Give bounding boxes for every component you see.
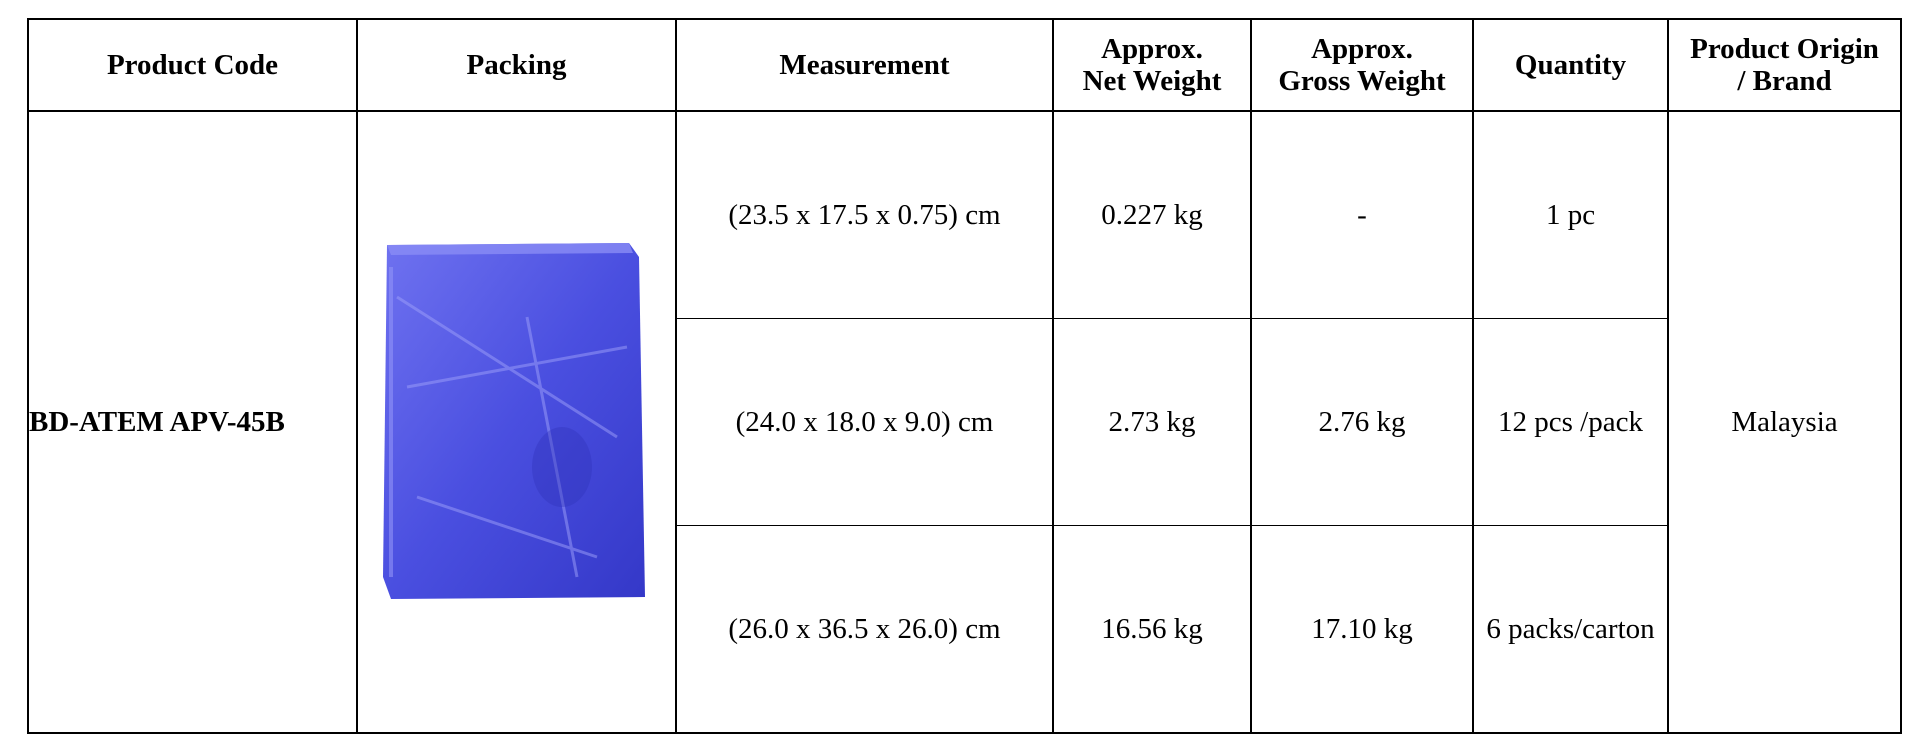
row: (24.0 x 18.0 x 9.0) cm 2.73 kg 2.76 kg 1…: [28, 318, 1901, 526]
cell: 0.227 kg: [1052, 110, 1252, 319]
cell: 17.10 kg: [1250, 525, 1474, 734]
cell: 16.56 kg: [1052, 525, 1252, 734]
header-cell: Packing: [356, 18, 677, 112]
product-table: Product Code Packing Measurement Approx.…: [27, 18, 1902, 734]
header-row: Product Code Packing Measurement Approx.…: [27, 18, 1902, 112]
packing-image: [382, 243, 645, 599]
packing-image-cell: [356, 110, 677, 734]
header-cell: Approx. Net Weight: [1052, 18, 1252, 112]
product-code: BD-ATEM APV-45B: [27, 110, 358, 734]
row: (26.0 x 36.5 x 26.0) cm 16.56 kg 17.10 k…: [28, 525, 1901, 734]
cell: 1 pc: [1472, 110, 1669, 319]
header-cell: Approx. Gross Weight: [1250, 18, 1474, 112]
header-cell: Product Origin / Brand: [1667, 18, 1902, 112]
cell: -: [1250, 110, 1474, 319]
origin: Malaysia: [1667, 110, 1902, 734]
cell: 6 packs/carton: [1472, 525, 1669, 734]
cell: (26.0 x 36.5 x 26.0) cm: [675, 525, 1054, 734]
header-cell: Quantity: [1472, 18, 1669, 112]
cell: 2.73 kg: [1052, 318, 1252, 526]
row: BD-ATEM APV-45B (23.5 x 17.5 x 0.75) cm …: [27, 110, 1902, 734]
cell: (24.0 x 18.0 x 9.0) cm: [675, 318, 1054, 526]
header-cell: Product Code: [27, 18, 358, 112]
cell: 2.76 kg: [1250, 318, 1474, 526]
cell: (23.5 x 17.5 x 0.75) cm: [675, 110, 1054, 319]
header-cell: Measurement: [675, 18, 1054, 112]
cell: 12 pcs /pack: [1472, 318, 1669, 526]
